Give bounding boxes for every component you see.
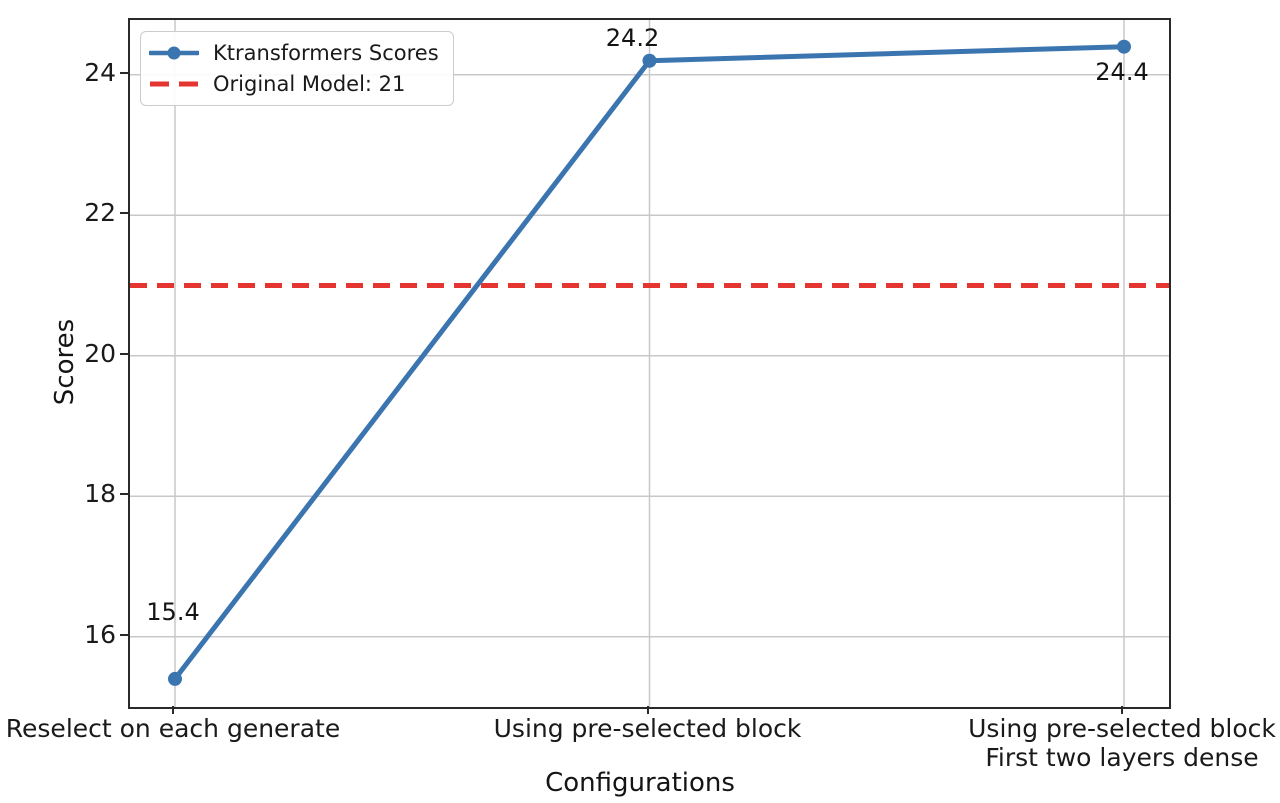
legend-item-series: Ktransformers Scores	[149, 39, 439, 67]
plot-area	[128, 18, 1171, 709]
plot-svg	[130, 20, 1169, 707]
y-tick-label: 20	[84, 338, 116, 368]
x-tick-mark	[1121, 706, 1123, 714]
legend-reference-label: Original Model: 21	[213, 72, 406, 96]
y-tick-mark	[120, 71, 128, 74]
y-tick-mark	[120, 352, 128, 355]
data-point-marker	[1117, 39, 1131, 54]
data-point-marker	[642, 53, 657, 68]
x-tick-mark	[646, 706, 649, 714]
data-label-annotation: 15.4	[146, 597, 200, 626]
y-tick-mark	[120, 633, 128, 636]
legend-series-label: Ktransformers Scores	[213, 41, 439, 65]
x-tick-mark	[172, 706, 174, 714]
y-tick-label: 22	[84, 198, 116, 228]
legend-item-reference: Original Model: 21	[149, 70, 439, 98]
x-axis-label: Configurations	[545, 768, 735, 798]
data-label-annotation: 24.4	[1095, 57, 1149, 86]
y-tick-mark	[120, 212, 128, 215]
legend-dash-sample-icon	[150, 81, 198, 87]
x-tick-label: Reselect on each generate	[5, 714, 341, 743]
data-label-annotation: 24.2	[605, 23, 660, 52]
legend-line-sample-icon	[149, 46, 199, 60]
y-tick-label: 16	[84, 619, 116, 649]
legend: Ktransformers Scores Original Model: 21	[140, 31, 454, 106]
data-point-marker	[168, 671, 182, 686]
x-tick-label: Using pre-selected block	[493, 714, 802, 743]
y-tick-mark	[120, 493, 128, 496]
y-tick-label: 18	[84, 479, 116, 509]
x-tick-label: Using pre-selected block First two layer…	[968, 714, 1276, 772]
y-tick-label: 24	[84, 57, 116, 87]
